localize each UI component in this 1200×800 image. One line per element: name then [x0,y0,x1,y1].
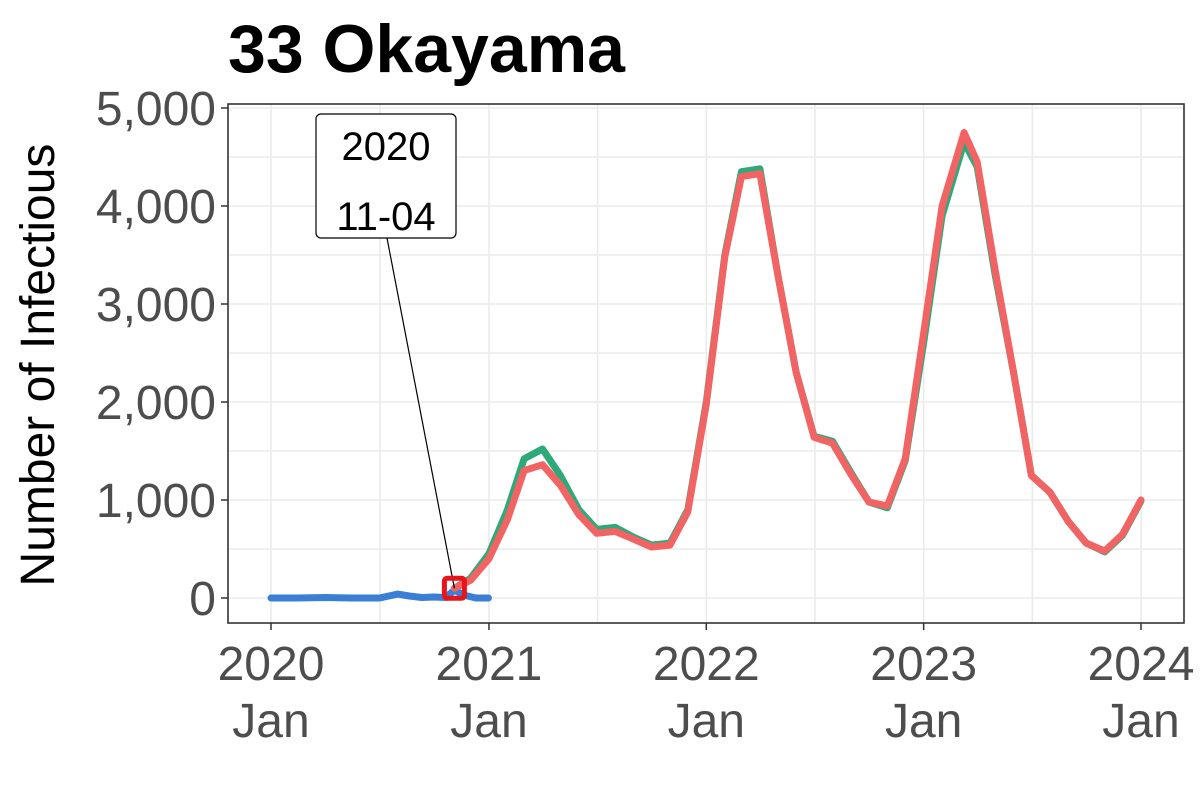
annotation-box [315,113,457,239]
x-tick-label-year: 2020 [218,638,325,691]
y-tick-label: 4,000 [96,181,216,234]
x-tick-label-year: 2023 [870,638,977,691]
x-tick-label-month: Jan [885,695,962,748]
chart-title: 33 Okayama [228,11,626,87]
annotation-label: 2020 [342,125,431,169]
y-tick-label: 5,000 [96,83,216,136]
x-tick-label-month: Jan [668,695,745,748]
annotation: 2020 11-04 [315,113,467,601]
x-tick-label-year: 2022 [653,638,760,691]
axes: 01,0002,0003,0004,0005,0002020Jan2021Jan… [96,83,1195,748]
annotation-marker [441,575,467,601]
x-tick-label-month: Jan [232,695,309,748]
x-tick-label-month: Jan [1102,695,1179,748]
series-line-3 [450,129,1145,592]
x-tick-label-year: 2021 [436,638,543,691]
annotation-label: 11-04 [336,195,435,239]
annotation-leader-line [386,237,455,589]
x-tick-label-year: 2024 [1088,638,1195,691]
x-tick-label-month: Jan [450,695,527,748]
y-tick-label: 2,000 [96,377,216,430]
y-tick-label: 0 [189,573,216,626]
y-tick-label: 3,000 [96,279,216,332]
y-tick-label: 1,000 [96,475,216,528]
y-axis-label: Number of Infectious [12,144,65,587]
